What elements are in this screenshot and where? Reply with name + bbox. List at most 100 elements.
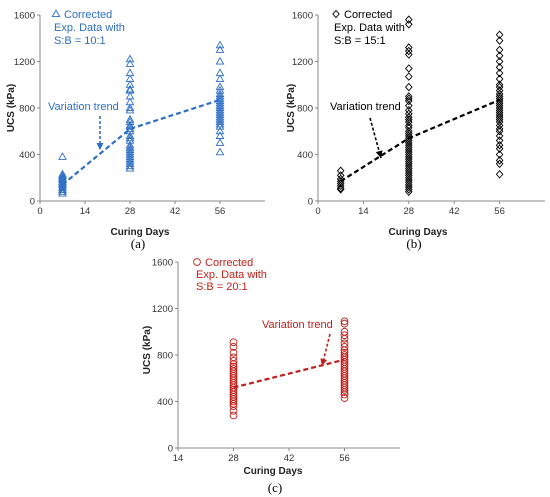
legend-marker	[332, 9, 340, 19]
data-point	[404, 154, 413, 164]
x-tick-label: 0	[37, 206, 42, 217]
data-point	[495, 36, 504, 45]
x-tick-label: 56	[494, 206, 505, 217]
data-point	[404, 94, 413, 103]
data-point	[229, 343, 238, 351]
x-axis-title: Curing Days	[244, 466, 303, 477]
legend-line-1: Corrected	[344, 9, 392, 21]
data-point	[340, 317, 349, 326]
data-point	[404, 178, 413, 187]
data-point	[340, 394, 349, 402]
data-point	[404, 15, 413, 24]
data-point	[404, 143, 413, 152]
data-point	[404, 147, 413, 157]
data-point	[229, 397, 238, 406]
data-point	[404, 159, 413, 169]
y-tick-label: 800	[297, 104, 313, 115]
data-point	[336, 185, 345, 194]
data-point	[336, 179, 345, 188]
data-point	[215, 121, 225, 130]
data-point	[125, 105, 135, 114]
data-point	[495, 103, 504, 113]
legend-marker	[193, 258, 201, 266]
data-point	[404, 109, 413, 119]
data-point	[404, 171, 413, 180]
y-tick-label: 1600	[152, 258, 173, 269]
data-point	[404, 173, 413, 183]
legend-line-1: Corrected	[64, 9, 112, 21]
legend-line-3: S:B = 10:1	[54, 35, 106, 47]
legend-line-2: Exp. Data with	[334, 22, 405, 34]
data-point	[404, 140, 413, 150]
legend-line-1: Corrected	[205, 257, 253, 269]
data-point	[495, 169, 504, 179]
data-point	[340, 319, 349, 328]
panel-label: (a)	[131, 236, 145, 251]
data-point	[495, 45, 504, 55]
legend-line-2: Exp. Data with	[196, 269, 267, 281]
data-point	[229, 411, 238, 420]
x-tick-label: 14	[80, 206, 91, 217]
data-point	[404, 101, 413, 110]
data-point	[336, 171, 345, 180]
data-point	[404, 164, 413, 173]
data-point	[495, 150, 504, 159]
data-point	[404, 123, 413, 133]
data-point	[215, 117, 225, 126]
data-point	[58, 183, 67, 192]
data-point	[404, 46, 413, 56]
data-point	[340, 343, 349, 351]
y-tick-label: 0	[168, 444, 173, 455]
trend-line	[340, 98, 501, 183]
y-tick-label: 400	[19, 150, 35, 161]
data-point	[404, 20, 413, 29]
data-point	[404, 182, 413, 192]
data-point	[125, 121, 135, 130]
x-tick-label: 28	[404, 206, 415, 217]
data-point	[495, 80, 504, 90]
data-point	[229, 356, 238, 365]
data-point	[495, 126, 504, 136]
data-point	[215, 138, 225, 146]
data-point	[495, 63, 504, 72]
data-point	[215, 126, 225, 135]
data-point	[495, 108, 504, 117]
data-point	[495, 68, 504, 78]
data-point	[404, 166, 413, 176]
annotation-arrow	[369, 117, 382, 159]
x-tick-label: 42	[449, 206, 460, 217]
data-point	[404, 115, 413, 124]
x-tick-label: 28	[125, 206, 136, 217]
legend-line-3: S:B = 20:1	[196, 281, 248, 293]
data-point	[125, 131, 135, 139]
x-tick-label: 42	[170, 206, 181, 217]
x-tick-label: 28	[228, 453, 239, 464]
data-point	[404, 150, 413, 159]
data-point	[495, 30, 504, 40]
y-tick-label: 400	[157, 397, 173, 408]
x-tick-label: 42	[284, 453, 295, 464]
data-point	[125, 163, 135, 172]
data-point	[340, 390, 349, 399]
panel-label: (c)	[268, 480, 282, 495]
data-point	[58, 185, 67, 194]
data-point	[404, 82, 413, 92]
data-point	[58, 188, 67, 197]
data-point	[404, 117, 413, 127]
data-point	[495, 156, 504, 165]
data-point	[125, 161, 135, 170]
data-point	[495, 57, 504, 66]
x-tick-label: 56	[339, 453, 350, 464]
data-point	[229, 348, 238, 357]
data-point	[340, 386, 349, 394]
arrow-head	[96, 143, 104, 150]
data-point	[125, 54, 135, 63]
data-point	[404, 50, 413, 59]
arrow-head	[320, 358, 328, 366]
data-point	[404, 187, 413, 196]
chart-panel-b: Curing Days UCS (kPa) (b) Corrected Exp.…	[286, 9, 545, 251]
data-point	[58, 152, 67, 160]
data-point	[229, 338, 238, 347]
data-point	[336, 183, 345, 193]
data-point	[404, 96, 413, 106]
